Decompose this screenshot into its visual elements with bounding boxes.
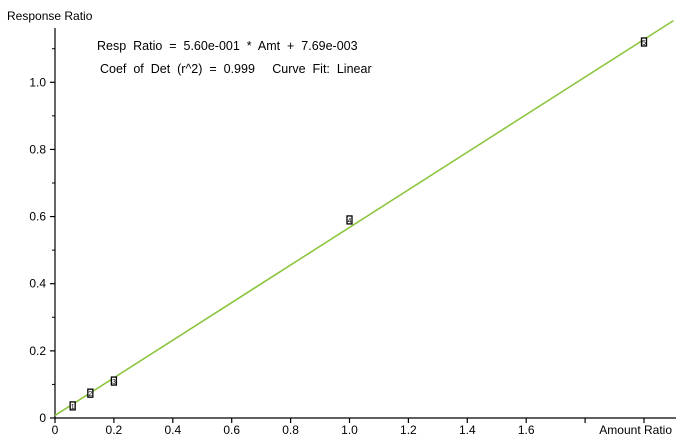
coefficient-text: Coef of Det (r^2) = 0.999 Curve Fit: Lin… — [100, 62, 372, 76]
y-tick-label: 0.6 — [29, 210, 46, 224]
y-axis-ticks: 0 0.2 0.4 0.6 0.8 1.0 — [29, 48, 55, 425]
data-point-label: 3 — [112, 379, 116, 386]
y-axis-label: Response Ratio — [7, 9, 93, 23]
data-point-label: 2 — [88, 391, 92, 398]
fit-line — [54, 19, 674, 417]
x-tick-label: 0.2 — [106, 423, 123, 436]
x-tick-label: 1.2 — [400, 423, 417, 436]
y-tick-label: 0.2 — [29, 344, 46, 358]
data-point-label: 4 — [348, 218, 352, 225]
x-tick-label: 1.4 — [459, 423, 476, 436]
x-tick-label: 0.4 — [164, 423, 181, 436]
data-point-label: 5 — [642, 40, 646, 47]
x-tick-label: 0.6 — [223, 423, 240, 436]
data-point-marker — [87, 388, 94, 398]
data-points: 1 2 3 4 5 — [69, 37, 648, 411]
x-axis-ticks: 0 0.2 0.4 0.6 0.8 1.0 1.2 1.4 1.6 — [52, 418, 645, 436]
x-tick-label: 1.6 — [518, 423, 535, 436]
data-point-marker — [640, 37, 648, 47]
data-point-marker — [346, 215, 353, 225]
y-tick-label: 0.4 — [29, 277, 46, 291]
y-tick-label: 1.0 — [29, 75, 46, 89]
y-tick-label: 0.8 — [29, 142, 46, 156]
x-tick-label: 0 — [52, 423, 59, 436]
x-tick-label: 0.8 — [282, 423, 299, 436]
equation-text: Resp Ratio = 5.60e-001 * Amt + 7.69e-003 — [97, 39, 358, 53]
data-point-marker — [110, 376, 118, 386]
data-point-marker — [69, 401, 76, 411]
data-point-label: 1 — [71, 404, 75, 411]
x-axis-label: Amount Ratio — [599, 423, 672, 436]
x-tick-label: 1.0 — [341, 423, 358, 436]
y-tick-label: 0 — [39, 411, 46, 425]
